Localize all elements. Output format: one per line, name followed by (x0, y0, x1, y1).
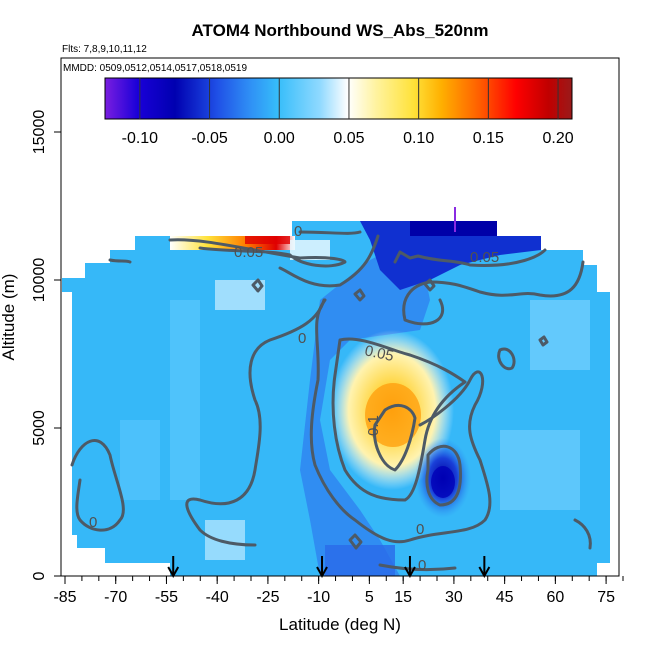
heatmap-light-band (215, 280, 265, 310)
heatmap-light-band (170, 300, 200, 500)
heatmap-tropical-column (325, 545, 395, 576)
flights-subtitle: Flts: 7,8,9,10,11,12 (62, 44, 147, 55)
x-tick-label: 45 (496, 589, 514, 606)
contour-line (70, 439, 125, 532)
y-axis-label: Altitude (m) (0, 274, 18, 361)
contour-label: 0 (294, 223, 302, 240)
heatmap-light-band (290, 240, 330, 260)
heatmap-top-hot-streak (245, 236, 290, 244)
x-tick-label: 5 (365, 589, 374, 606)
contour-label: 0 (298, 330, 306, 347)
contour-line (298, 230, 362, 235)
dates-subtitle: MMDD: 0509,0512,0514,0517,0518,0519 (63, 63, 247, 74)
profile-arrow-head (404, 566, 416, 579)
y-tick-label: 15000 (31, 110, 48, 155)
contour-line (497, 347, 516, 371)
contour-lines (70, 230, 592, 572)
contour-label: 0.05 (363, 342, 395, 365)
profile-arrows (167, 556, 491, 579)
contour-line (331, 337, 467, 502)
contour-line (425, 444, 462, 507)
profile-arrow-head (167, 566, 180, 579)
plot-frame (60, 57, 620, 577)
contour-line (309, 298, 492, 544)
chart-title: ATOM4 Northbound WS_Abs_520nm (192, 21, 489, 40)
contour-line (423, 278, 436, 292)
heatmap-blue-core (431, 466, 455, 498)
contour-line (185, 298, 326, 547)
contour-label: 0 (418, 557, 426, 574)
contour-line (538, 335, 549, 347)
x-tick-label: -55 (155, 589, 178, 606)
contour-line (278, 234, 380, 288)
profile-arrow-head (316, 566, 328, 579)
contour-line (573, 518, 592, 550)
contour-line (353, 288, 366, 302)
heatmap-light-band (205, 520, 245, 560)
heatmap-field (62, 221, 610, 576)
contour-label: 0 (416, 521, 424, 538)
x-tick-label: -25 (256, 589, 279, 606)
x-tick-label: 15 (394, 589, 412, 606)
colorbar-ticks: -0.10 -0.05 0.00 0.05 0.10 0.15 0.20 (122, 78, 574, 147)
contour-label: 0.05 (234, 244, 263, 261)
y-tick-label: 10000 (31, 258, 48, 303)
contour-label: 0.05 (470, 249, 499, 266)
colorbar-tick-label: -0.10 (122, 130, 159, 147)
x-axis: -85 -70 -55 -40 -25 -10 5 15 30 45 60 75 (53, 576, 624, 606)
x-tick-label: -40 (206, 589, 229, 606)
x-tick-label: 30 (445, 589, 463, 606)
x-tick-label: 75 (597, 589, 615, 606)
contour-labels: 0 0.05 0.1 0 0 0 0.05 0.05 0 (89, 223, 499, 574)
x-axis-label: Latitude (deg N) (279, 615, 401, 634)
profile-arrow-head (478, 566, 491, 579)
heatmap-light-band (500, 430, 580, 510)
contour-line (393, 248, 547, 267)
y-tick-label: 0 (31, 571, 48, 580)
colorbar-tick-label: 0.15 (473, 130, 504, 147)
x-tick-label: 60 (546, 589, 564, 606)
colorbar-tick-label: 0.10 (403, 130, 434, 147)
colorbar-tick-label: 0.20 (542, 130, 573, 147)
x-tick-label: -70 (104, 589, 127, 606)
contour-line (348, 533, 363, 550)
colorbar-gradient (104, 77, 573, 120)
heatmap-upper-blue (360, 221, 541, 290)
heatmap-light-band (530, 300, 590, 370)
contour-line (402, 260, 585, 326)
x-tick-label: -85 (53, 589, 76, 606)
x-tick-label: -10 (307, 589, 330, 606)
heatmap-light-band (120, 420, 160, 500)
y-axis: 0 5000 10000 15000 (31, 110, 61, 580)
contour-label: 0.1 (365, 415, 382, 436)
colorbar-tick-label: -0.05 (191, 130, 228, 147)
contour-label: 0 (89, 514, 97, 531)
heatmap-upper-blue (410, 221, 497, 236)
y-tick-label: 5000 (31, 410, 48, 446)
colorbar-tick-label: 0.00 (264, 130, 295, 147)
heatmap-warm-core (365, 383, 421, 447)
contour-line (108, 258, 132, 264)
contour-line (251, 278, 264, 293)
colorbar: -0.10 -0.05 0.00 0.05 0.10 0.15 0.20 (104, 77, 574, 147)
colorbar-tick-label: 0.05 (333, 130, 364, 147)
contour-line (168, 238, 347, 268)
contour-line (372, 404, 417, 472)
